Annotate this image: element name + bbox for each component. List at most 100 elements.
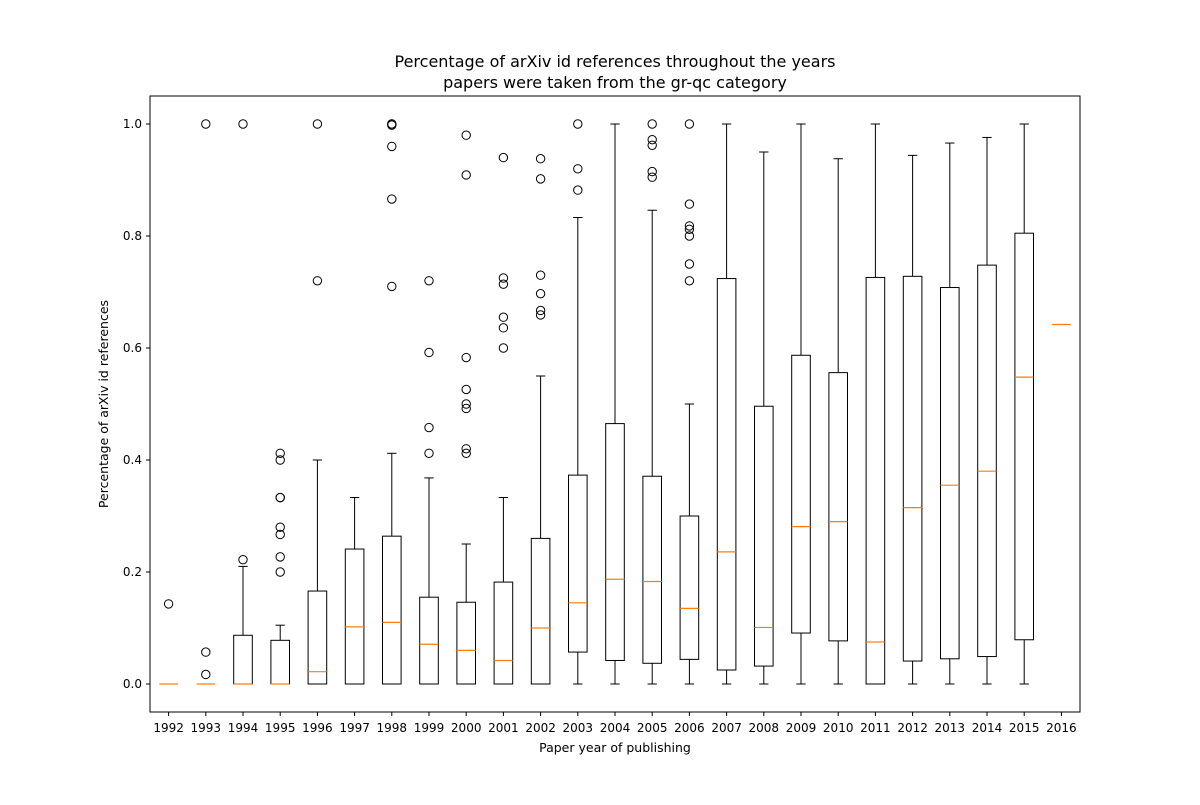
iqr-box [902,275,923,662]
x-tick-label: 1999 [414,721,445,735]
iqr-box [307,590,328,685]
outlier-point [201,647,211,657]
outlier-point [461,352,471,363]
iqr-box [1014,232,1035,641]
outlier-point [275,552,285,562]
outlier-point [461,399,471,409]
box-2004 [605,123,625,685]
x-tick-label: 1994 [228,721,259,735]
iqr-box [419,596,439,685]
iqr-box [716,278,737,671]
x-tick-label: 2011 [860,721,891,735]
iqr-box [568,474,588,653]
y-tick-label: 0.4 [123,453,142,467]
outlier-point [535,270,546,280]
iqr-box [456,601,476,685]
box-1998 [382,119,402,685]
plot-frame [149,95,1081,713]
outlier-point [275,492,285,503]
outlier-point [387,194,397,204]
box-2001 [493,152,514,685]
outlier-point [387,281,397,292]
outlier-point [387,120,397,130]
box-2005 [642,119,663,685]
x-tick-label: 1996 [302,721,333,735]
box-2009 [791,123,811,685]
outlier-point [424,448,434,458]
outlier-point [535,174,546,184]
iqr-box [382,535,402,685]
x-tick-label: 2002 [525,721,556,735]
outlier-point [275,529,285,540]
y-tick-label: 0.0 [123,677,142,691]
outlier-point [535,305,546,316]
outlier-point [684,231,695,241]
x-tick-label: 2009 [786,721,817,735]
x-tick-label: 2014 [972,721,1003,735]
outlier-point [647,140,657,150]
outlier-point [387,141,397,152]
box-1992 [159,599,178,685]
iqr-box [977,264,997,658]
outlier-point [498,343,509,353]
iqr-box [865,276,886,685]
x-axis-label: Paper year of publishing [539,740,691,755]
x-tick-label: 2006 [674,721,705,735]
outlier-point [684,224,695,234]
x-tick-label: 2016 [1046,721,1077,735]
box-2007 [716,123,737,685]
x-tick-label: 1998 [377,721,408,735]
box-2000 [456,130,476,685]
iqr-box [344,548,365,685]
box-2013 [940,142,960,685]
outlier-point [461,403,471,414]
outlier-point [684,119,695,129]
x-tick-label: 2015 [1009,721,1040,735]
outlier-point [312,276,323,286]
box-2011 [865,123,886,685]
y-tick-label: 0.2 [123,565,142,579]
iqr-box [940,287,960,660]
outlier-point [573,185,583,195]
outlier-point [498,323,509,333]
x-tick-label: 2001 [488,721,519,735]
outlier-point [461,170,471,180]
outlier-point [424,276,434,286]
outlier-point [684,199,695,209]
x-tick-label: 2003 [563,721,594,735]
x-tick-label: 2010 [823,721,854,735]
box-1994 [233,119,253,685]
y-tick-label: 0.8 [123,229,142,243]
outlier-point [275,567,285,577]
box-1995 [270,448,290,685]
outlier-point [275,522,285,532]
x-tick-label: 2008 [749,721,780,735]
x-tick-label: 2013 [935,721,966,735]
outlier-point [498,152,509,163]
outlier-point [535,310,546,320]
chart-title: Percentage of arXiv id references throug… [395,52,836,71]
plot-marks [159,119,1071,685]
x-tick-label: 1993 [191,721,222,735]
x-tick-label: 1995 [265,721,296,735]
iqr-box [679,515,700,660]
outlier-point [498,312,509,322]
box-2002 [530,154,551,685]
outlier-point [163,599,174,609]
x-tick-label: 1992 [153,721,184,735]
iqr-box [828,372,849,642]
outlier-point [201,119,211,129]
iqr-box [791,354,811,634]
box-1996 [307,119,328,685]
outlier-point [275,448,285,458]
box-2010 [828,158,849,685]
y-axis-ticks: 0.0 0.2 0.4 0.6 0.8 1.0 [123,117,150,691]
outlier-point [424,347,434,358]
outlier-point [647,172,657,182]
x-tick-label: 2004 [600,721,631,735]
box-2012 [902,154,923,685]
outlier-point [647,119,657,129]
x-axis-ticks: 1992 1993 1994 1995 1996 1997 1998 1999 2000 2001… [153,712,1077,735]
outlier-point [535,154,546,164]
chart-subtitle: papers were taken from the gr-qc categor… [443,73,787,92]
